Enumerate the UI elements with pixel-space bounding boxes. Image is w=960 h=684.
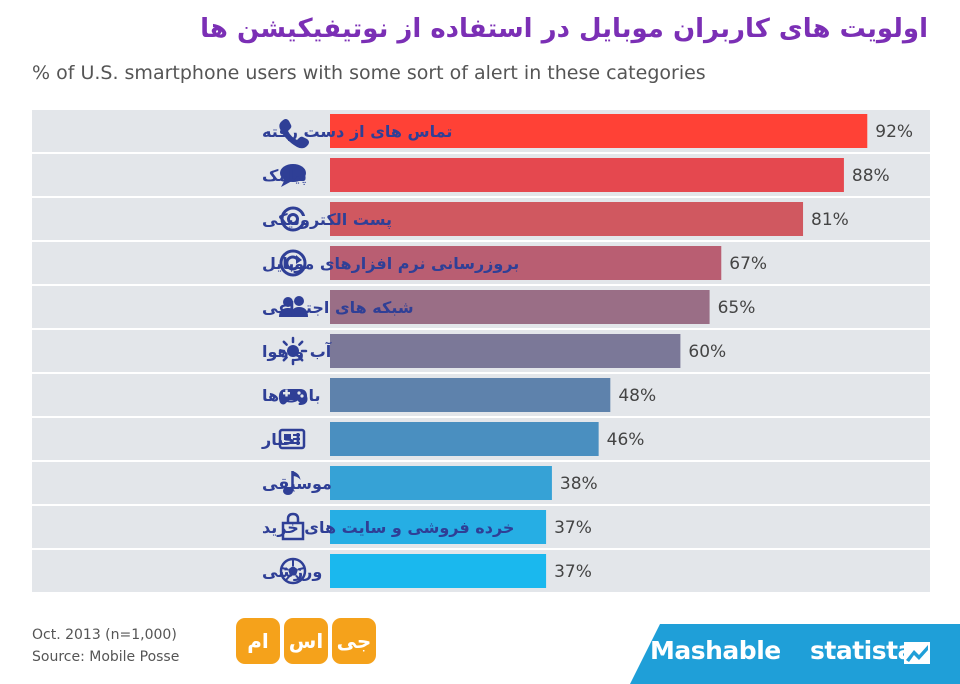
value-label: 48% [618, 386, 656, 406]
update-icon [279, 249, 307, 277]
value-label: 37% [554, 518, 592, 538]
bar [330, 114, 868, 148]
people-icon [279, 296, 308, 317]
chart-subtitle: % of U.S. smartphone users with some sor… [32, 62, 706, 84]
bar [330, 202, 804, 236]
bar [330, 246, 722, 280]
category-label: پست الکترونیکی [262, 210, 392, 230]
value-label: 65% [718, 298, 756, 318]
music-note-icon [283, 471, 301, 495]
phone-icon [279, 119, 309, 149]
category-label: خرده فروشی و سایت های خرید [262, 518, 514, 537]
bar [330, 158, 844, 192]
bar [330, 510, 547, 544]
bar [330, 554, 547, 588]
bar [330, 422, 599, 456]
value-label: 37% [554, 562, 592, 582]
bar [330, 378, 611, 412]
logo-tile-gi: ام [236, 618, 280, 664]
category-label: شبکه های اجتماعی [262, 298, 414, 317]
category-label: ورزشی [262, 562, 322, 581]
category-label: پیامک [262, 166, 307, 186]
survey-date-note: Oct. 2013 (n=1,000) [32, 627, 177, 643]
statista-mark-icon [904, 642, 930, 664]
category-label: آب و هوا [262, 341, 332, 361]
bar [330, 466, 552, 500]
bar-chart: 92% تماس های از دست رفته 88% پیامک 81% پست ال… [32, 110, 930, 592]
category-label: بازی ها [262, 386, 321, 405]
logo-tile-em: جی [332, 618, 376, 664]
category-label: تماس های از دست رفته [262, 122, 452, 141]
soccer-ball-icon [279, 557, 307, 585]
value-label: 60% [688, 342, 726, 362]
gsm-logo: ام اس جی [236, 618, 376, 664]
category-label: موسیقی [262, 474, 332, 493]
footer-note: Oct. 2013 (n=1,000) Source: Mobile Posse [32, 624, 179, 668]
gamepad-icon [278, 389, 308, 405]
statista-logo: statista [810, 636, 914, 665]
chat-bubble-icon [280, 164, 306, 187]
brand-band [630, 624, 960, 684]
newspaper-icon [278, 428, 306, 450]
value-label: 46% [607, 430, 645, 450]
page-title: اولویت های کاربران موبایل در استفاده از … [200, 14, 928, 44]
source-note: Source: Mobile Posse [32, 649, 180, 665]
shopping-bag-icon [281, 512, 305, 541]
value-label: 67% [729, 254, 767, 274]
bar [330, 334, 681, 368]
value-label: 92% [875, 122, 913, 142]
value-label: 81% [811, 210, 849, 230]
category-label: اخبار [261, 430, 301, 449]
category-label: بروزرسانی نرم افزارهای موبایل [262, 254, 519, 273]
bar [330, 290, 710, 324]
logo-tile-es: اس [284, 618, 328, 664]
at-sign-icon [280, 206, 308, 232]
value-label: 38% [560, 474, 598, 494]
sun-icon [278, 336, 308, 366]
value-label: 88% [852, 166, 890, 186]
mashable-logo: Mashable [650, 636, 781, 665]
